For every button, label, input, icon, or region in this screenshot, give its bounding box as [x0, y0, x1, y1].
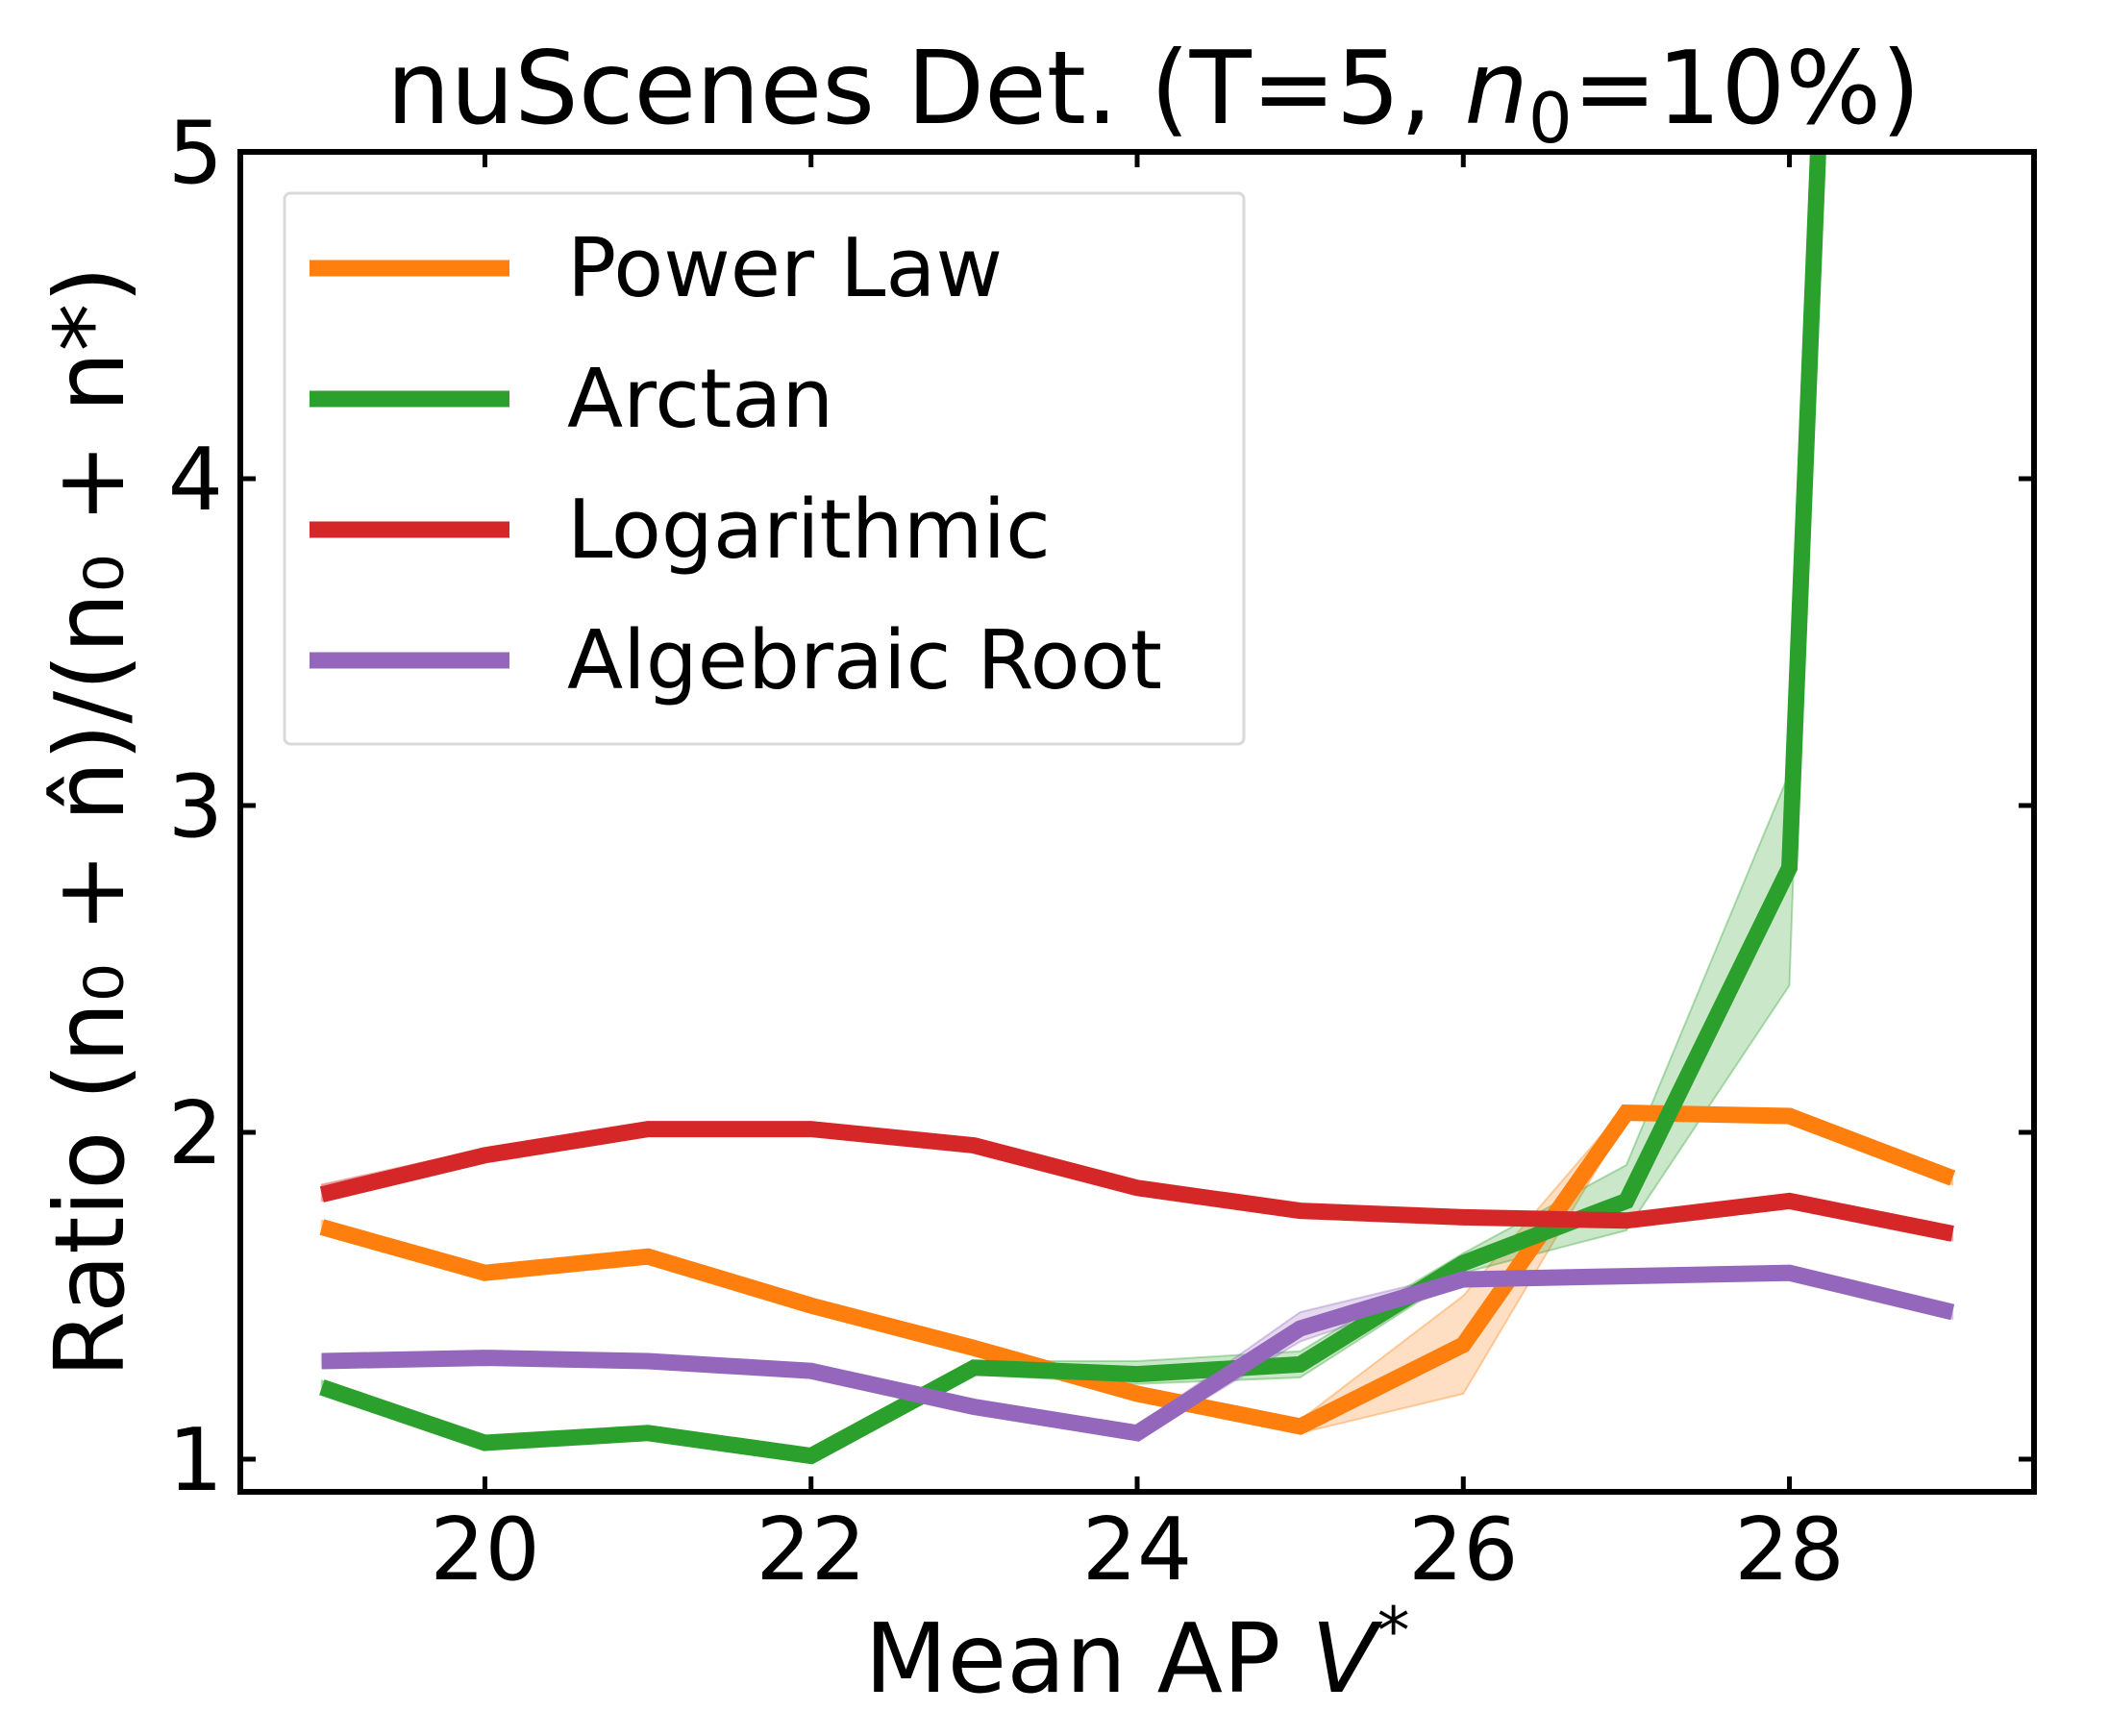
y-tick-label: 2 — [168, 1083, 223, 1184]
chart-title-suffix: =10%) — [1573, 30, 1921, 147]
legend-label-power-law: Power Law — [567, 221, 1003, 316]
legend-label-algebraic-root: Algebraic Root — [567, 613, 1162, 708]
y-axis-label: Ratio (n₀ + n̂)/(n₀ + n*) — [34, 266, 146, 1378]
power-law-line — [319, 1104, 1956, 1435]
chart-title-prefix: nuScenes Det. (T=5, — [386, 30, 1464, 147]
series-lines — [319, 152, 1956, 1465]
chart-title-subscript: 0 — [1528, 78, 1573, 159]
x-axis-label-superscript: * — [1377, 1594, 1410, 1670]
legend-label-logarithmic: Logarithmic — [567, 483, 1051, 578]
x-tick-label: 24 — [1082, 1500, 1193, 1600]
x-axis-label-text: Mean AP — [864, 1602, 1311, 1715]
chart-title-variable: n — [1464, 30, 1528, 147]
legend-label-arctan: Arctan — [567, 352, 833, 447]
x-axis-label: Mean AP V* — [864, 1594, 1409, 1715]
x-tick-label: 22 — [756, 1500, 866, 1600]
logarithmic-line — [319, 1121, 1954, 1242]
y-tick-label: 1 — [168, 1410, 223, 1511]
arctan-line — [319, 152, 1826, 1465]
legend: Power Law Arctan Logarithmic Algebraic Root — [283, 191, 1246, 746]
x-tick-label: 26 — [1408, 1500, 1519, 1600]
chart-title: nuScenes Det. (T=5, n0=10%) — [386, 30, 1921, 159]
x-axis-ticks: 20 22 24 26 28 — [430, 152, 1845, 1600]
y-tick-label: 4 — [168, 430, 223, 531]
legend-box — [283, 191, 1246, 746]
y-axis-ticks: 1 2 3 4 5 — [168, 103, 2034, 1511]
x-tick-label: 28 — [1734, 1500, 1845, 1600]
x-axis-label-variable: V — [1311, 1602, 1383, 1715]
algebraic-root-line — [321, 1264, 1955, 1442]
x-tick-label: 20 — [430, 1500, 540, 1600]
y-tick-label: 3 — [168, 756, 223, 857]
y-tick-label: 5 — [168, 103, 223, 204]
